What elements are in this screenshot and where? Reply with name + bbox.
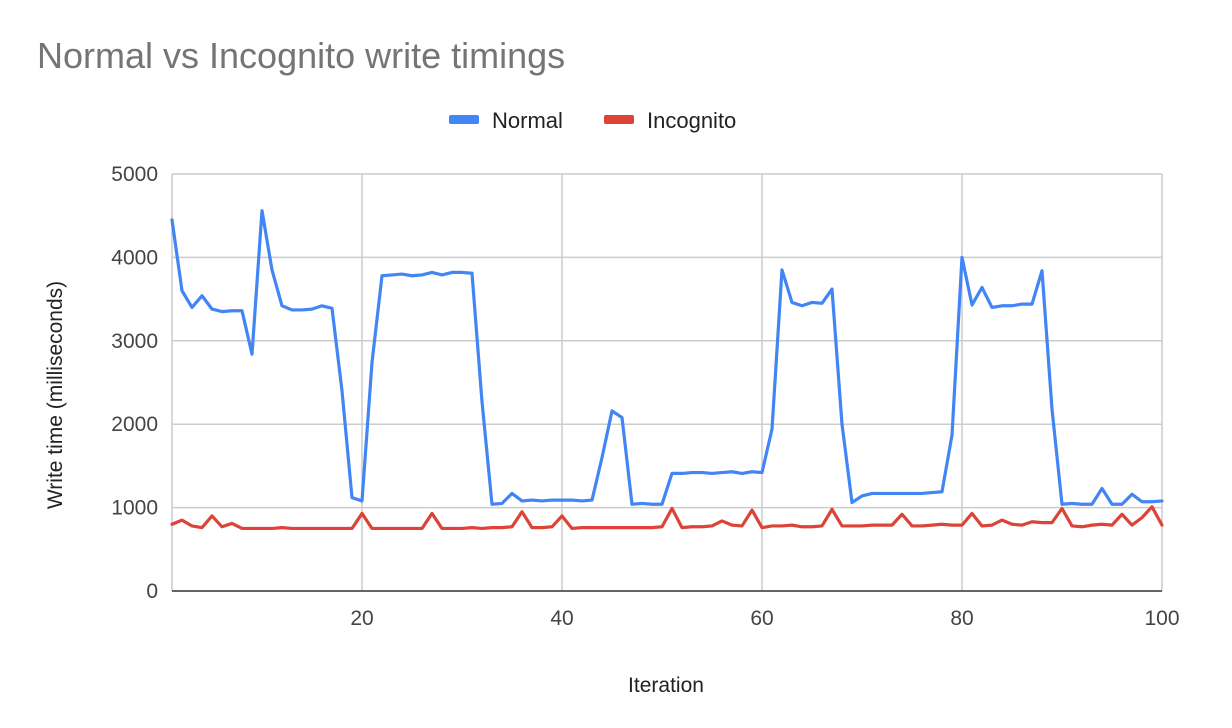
x-tick-label: 40	[550, 607, 573, 630]
series-lines	[170, 209, 1164, 531]
x-tick-label: 20	[350, 607, 373, 630]
x-tick-label: 80	[950, 607, 973, 630]
x-axis-title: Iteration	[628, 674, 704, 697]
legend-label-incognito: Incognito	[647, 108, 736, 133]
series-line-incognito	[170, 505, 1164, 531]
legend-label-normal: Normal	[492, 108, 563, 133]
chart-title: Normal vs Incognito write timings	[37, 35, 565, 76]
y-axis-title: Write time (milliseconds)	[44, 281, 67, 509]
axes: 0 1000 2000 3000 4000 5000 20 40 60 80 100	[111, 163, 1179, 630]
x-tick-label: 60	[750, 607, 773, 630]
legend-swatch-normal	[449, 115, 479, 124]
y-tick-label: 2000	[111, 413, 158, 436]
y-tick-label: 5000	[111, 163, 158, 186]
series-line-normal	[170, 209, 1164, 506]
y-tick-label: 4000	[111, 246, 158, 269]
y-tick-label: 3000	[111, 330, 158, 353]
y-tick-label: 1000	[111, 497, 158, 520]
x-tick-label: 100	[1144, 607, 1179, 630]
y-tick-label: 0	[146, 580, 158, 603]
legend-item-normal: Normal	[449, 108, 563, 133]
legend: Normal Incognito	[449, 108, 736, 133]
legend-item-incognito: Incognito	[604, 108, 736, 133]
legend-swatch-incognito	[604, 115, 634, 124]
